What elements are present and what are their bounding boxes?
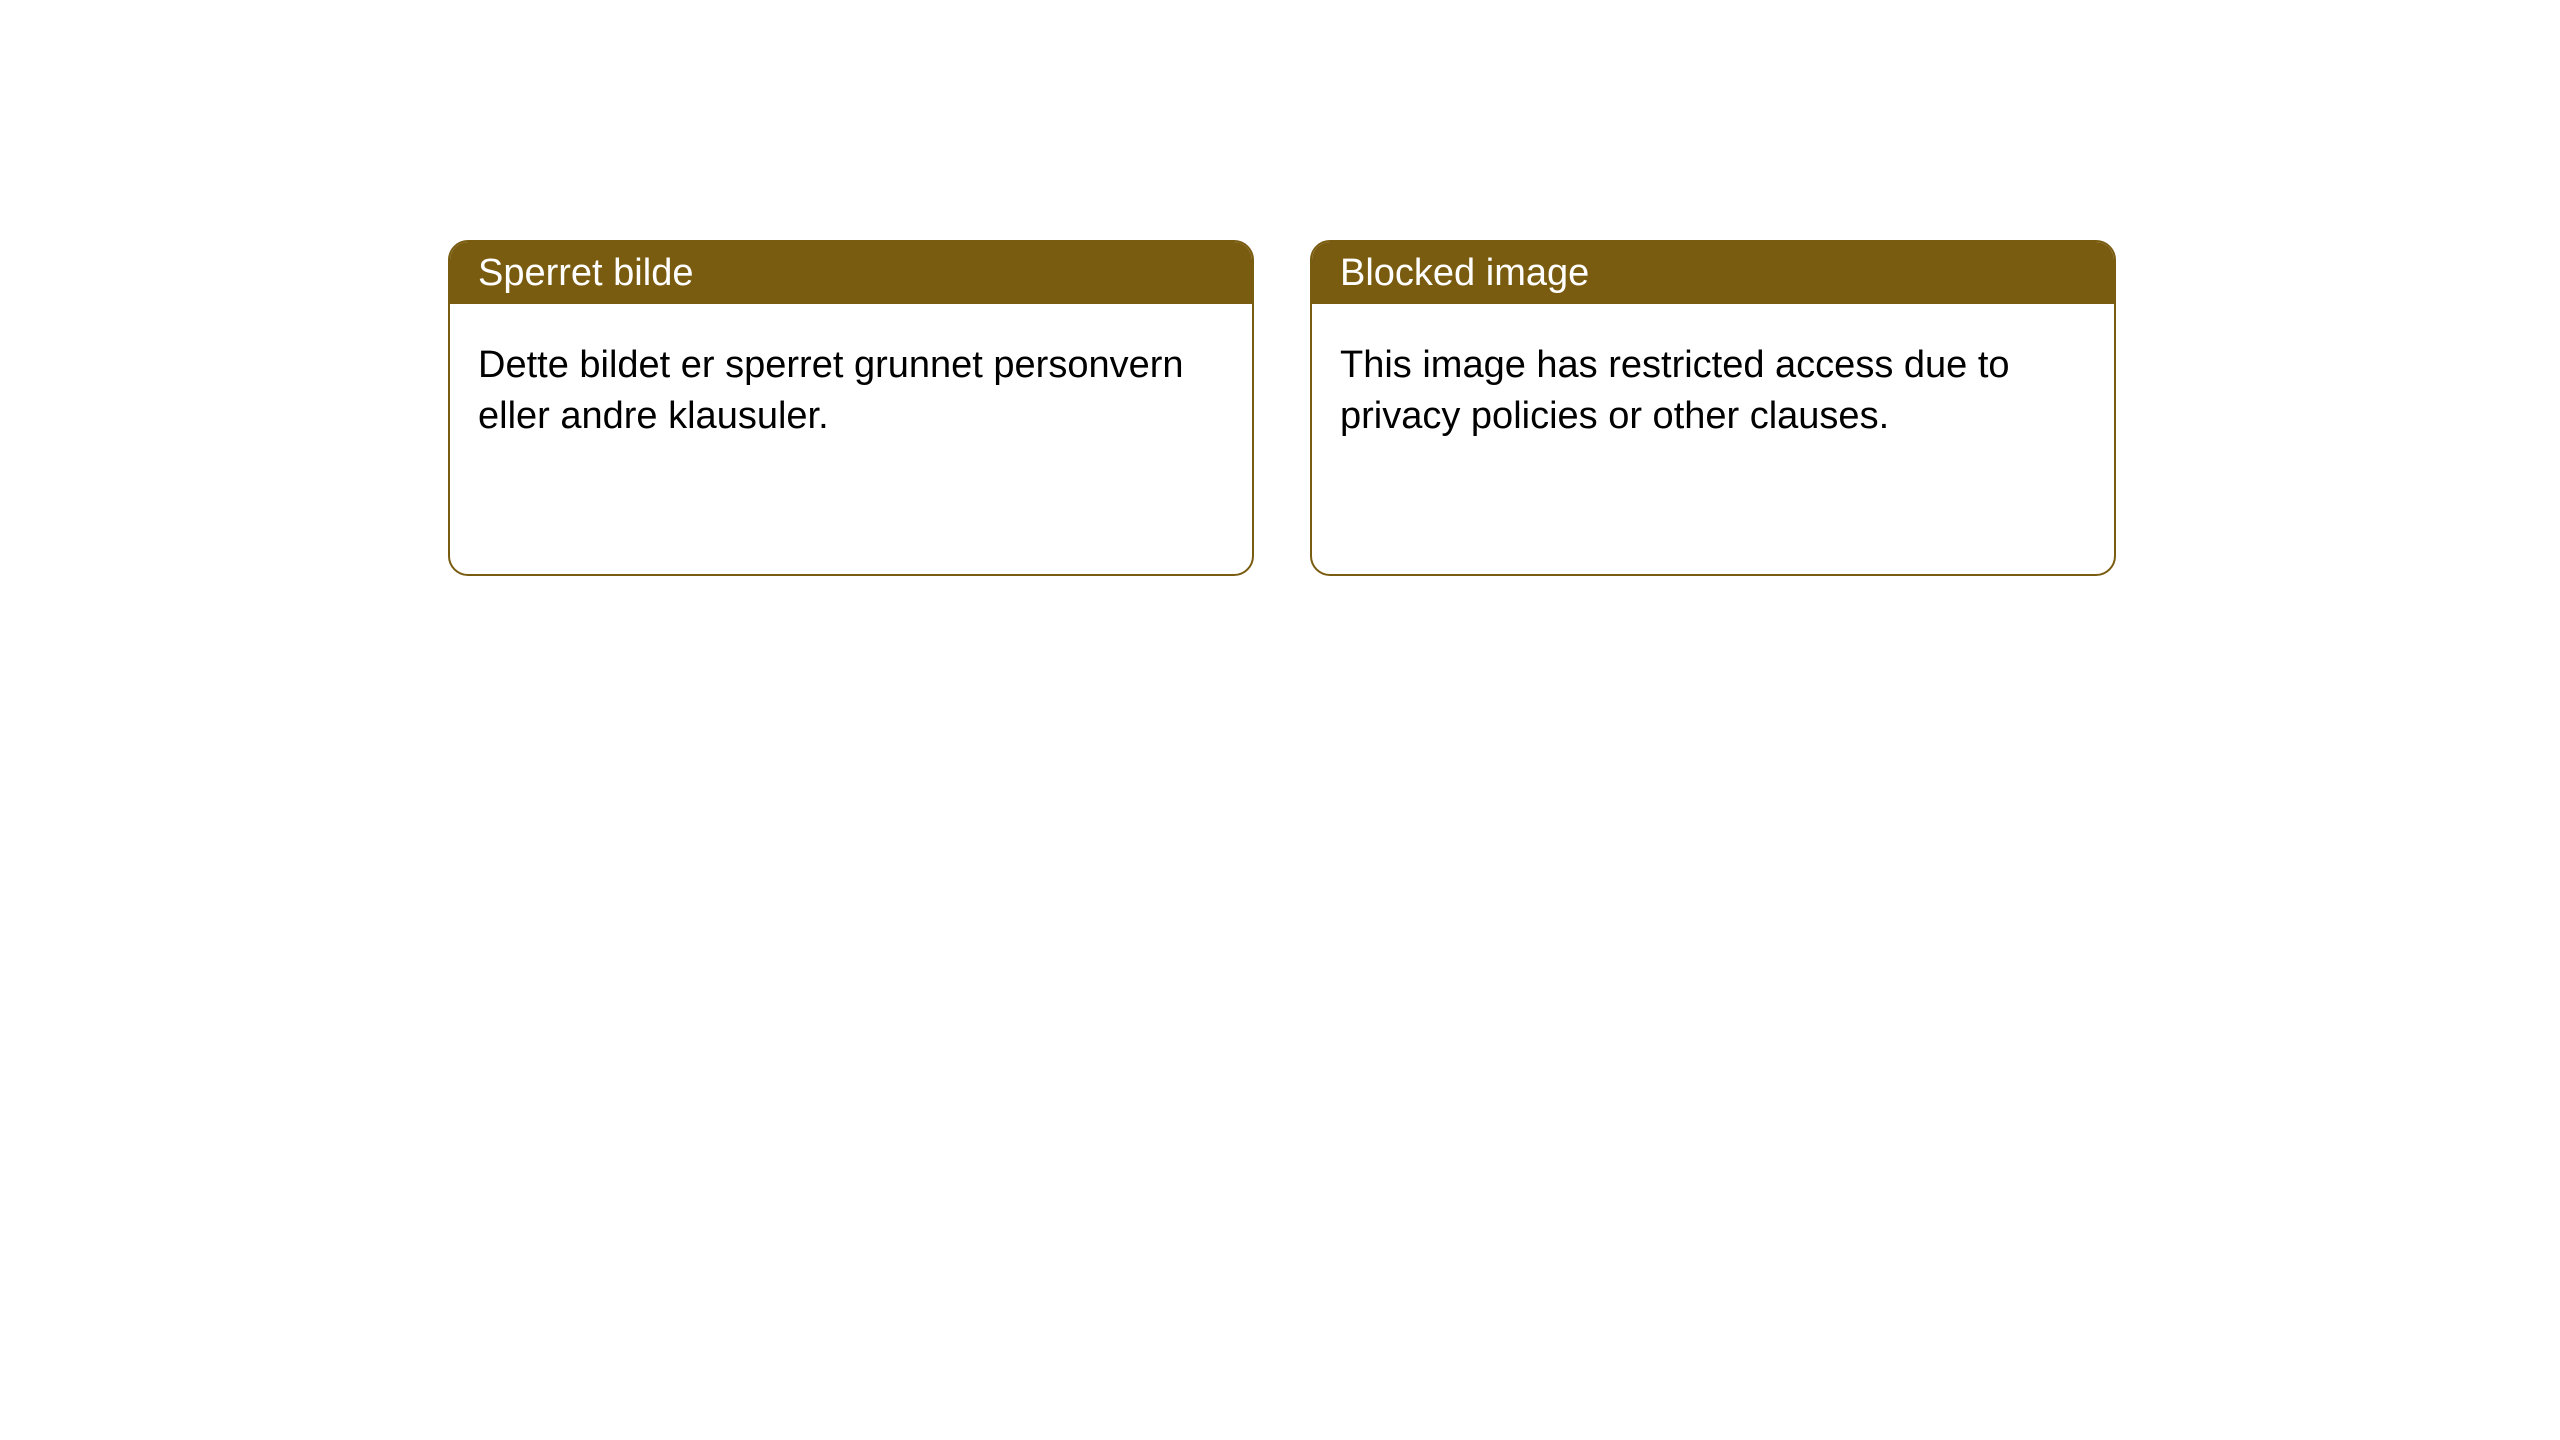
card-header: Sperret bilde [450, 242, 1252, 304]
card-header: Blocked image [1312, 242, 2114, 304]
blocked-image-card-norwegian: Sperret bilde Dette bildet er sperret gr… [448, 240, 1254, 576]
card-title: Blocked image [1340, 252, 1589, 295]
card-body: This image has restricted access due to … [1312, 304, 2114, 479]
card-body: Dette bildet er sperret grunnet personve… [450, 304, 1252, 479]
blocked-image-card-english: Blocked image This image has restricted … [1310, 240, 2116, 576]
card-message: This image has restricted access due to … [1340, 340, 2086, 443]
card-title: Sperret bilde [478, 252, 693, 295]
card-message: Dette bildet er sperret grunnet personve… [478, 340, 1224, 443]
blocked-image-cards: Sperret bilde Dette bildet er sperret gr… [448, 240, 2560, 576]
